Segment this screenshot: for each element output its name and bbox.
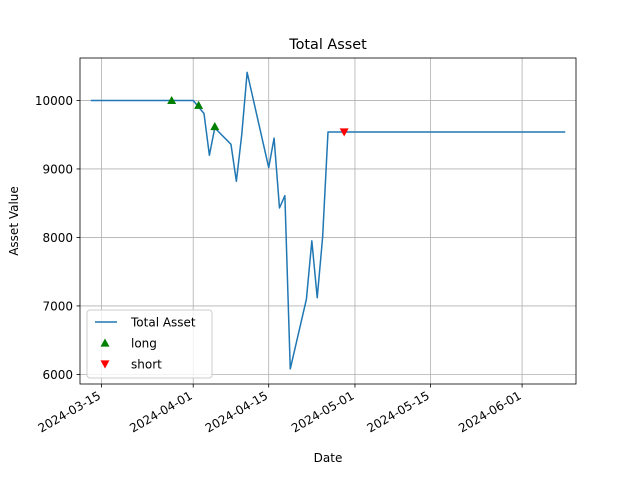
plot-frame — [79, 57, 577, 385]
chart-title: Total Asset — [288, 37, 367, 53]
y-axis-label: Asset Value — [7, 186, 21, 256]
y-tick-label: 9000 — [42, 162, 73, 176]
marker-short — [339, 128, 349, 137]
legend-marker-swatch — [100, 360, 110, 369]
grid — [80, 58, 576, 384]
y-tick-label: 8000 — [42, 231, 73, 245]
legend-label: Total Asset — [130, 316, 196, 330]
legend-box — [86, 309, 213, 379]
legend-label: short — [131, 358, 162, 372]
y-tick-label: 6000 — [42, 368, 73, 382]
y-axis-ticks: 6000 7000 8000 9000 10000 — [35, 94, 80, 382]
y-tick-label: 10000 — [35, 94, 73, 108]
legend-marker-swatch — [100, 338, 110, 347]
y-tick-label: 7000 — [42, 299, 73, 313]
plot-data — [90, 71, 566, 370]
x-axis-label: Date — [314, 451, 343, 465]
legend-label: long — [131, 337, 157, 351]
marker-long — [167, 95, 177, 105]
series-line-total-asset — [90, 71, 566, 370]
marker-long — [210, 121, 220, 131]
marker-long — [194, 100, 204, 109]
legend: Total Asset long short — [86, 309, 213, 379]
